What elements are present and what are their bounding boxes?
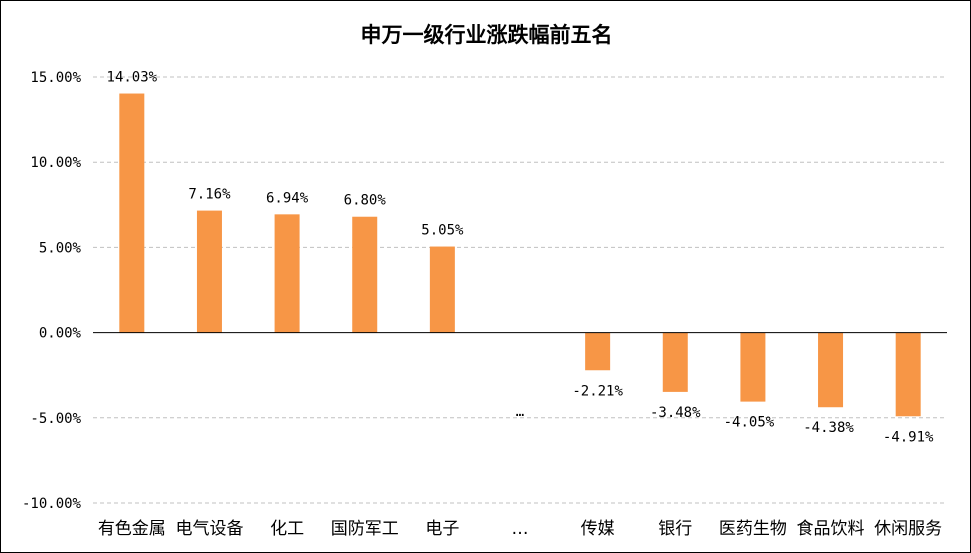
bar xyxy=(818,332,844,408)
data-label: 14.03% xyxy=(107,70,158,86)
data-label: -4.38% xyxy=(803,420,854,436)
y-tick-label: 0.00% xyxy=(39,326,82,342)
bar xyxy=(585,332,611,371)
data-label: … xyxy=(516,404,524,420)
data-label: -4.91% xyxy=(883,429,934,445)
x-category-label: 食品饮料 xyxy=(797,519,865,539)
bar xyxy=(196,210,222,333)
data-label: 7.16% xyxy=(188,187,231,203)
bar xyxy=(352,216,378,333)
data-label: -2.21% xyxy=(572,383,623,399)
x-category-label: 化工 xyxy=(270,519,304,539)
x-category-label: 医药生物 xyxy=(719,519,787,539)
data-label: -3.48% xyxy=(650,405,701,421)
x-category-label: 有色金属 xyxy=(98,519,166,539)
data-label: 5.05% xyxy=(421,223,464,239)
y-tick-label: 15.00% xyxy=(30,70,81,86)
y-tick-label: 5.00% xyxy=(39,240,82,256)
bar xyxy=(429,246,455,333)
x-category-label: 国防军工 xyxy=(331,519,399,539)
x-category-label: 银行 xyxy=(658,519,692,539)
y-tick-label: 10.00% xyxy=(30,155,81,171)
data-label: 6.94% xyxy=(266,190,309,206)
x-category-label: 电子 xyxy=(425,519,459,539)
bar xyxy=(274,214,300,333)
bar xyxy=(740,332,766,402)
bar xyxy=(662,332,688,392)
y-tick-label: -5.00% xyxy=(30,411,81,427)
data-label: 6.80% xyxy=(344,193,387,209)
y-tick-label: -10.00% xyxy=(22,496,82,512)
x-category-label: 电气设备 xyxy=(175,519,243,539)
data-label: -4.05% xyxy=(724,415,775,431)
x-category-label: 休闲服务 xyxy=(874,519,942,539)
bar xyxy=(119,93,145,333)
x-category-label: 传媒 xyxy=(581,519,615,539)
chart-title: 申万一级行业涨跌幅前五名 xyxy=(360,23,613,47)
x-category-label: … xyxy=(512,519,529,539)
bar xyxy=(895,332,921,417)
